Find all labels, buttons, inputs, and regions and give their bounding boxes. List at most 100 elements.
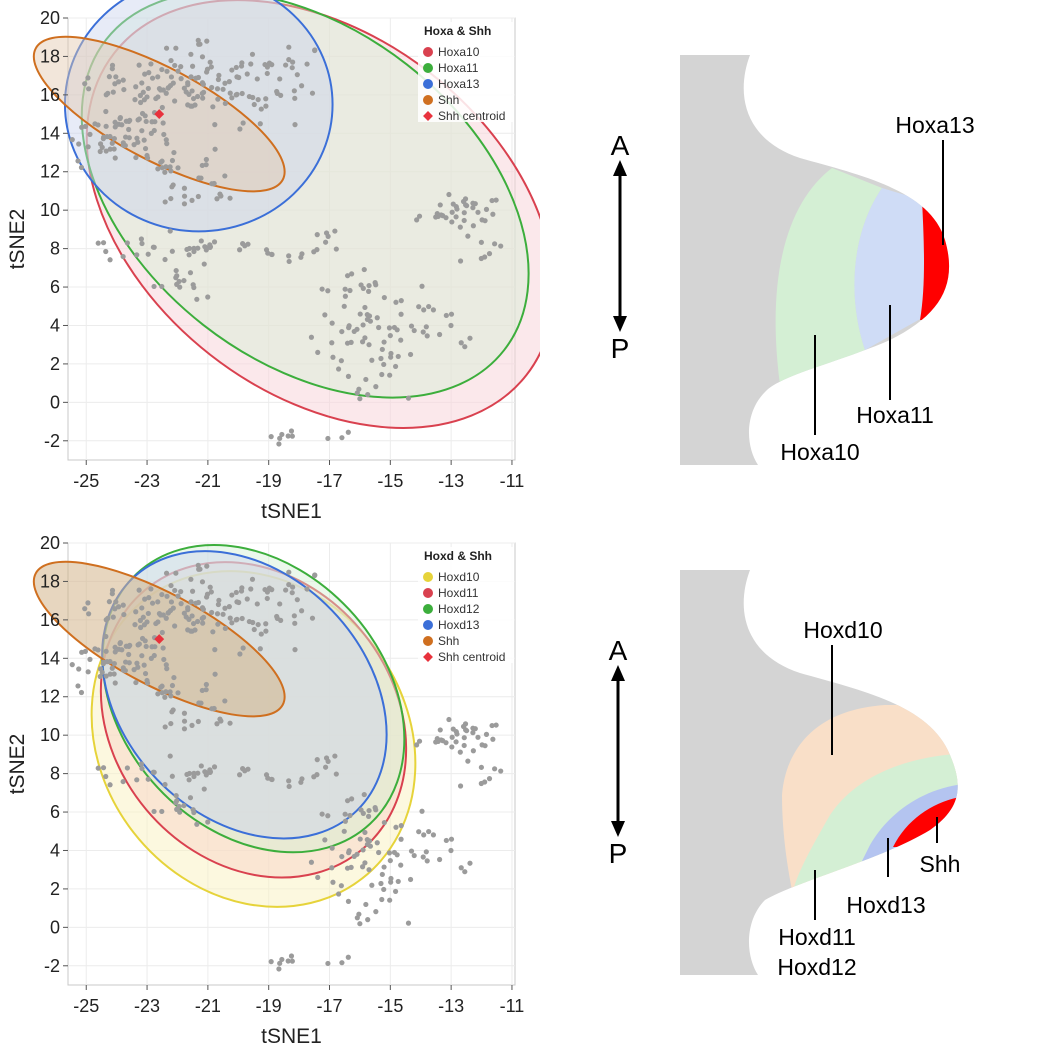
data-point <box>185 605 191 611</box>
legend-marker <box>423 95 433 105</box>
data-point <box>165 609 172 616</box>
data-point <box>135 139 141 145</box>
data-point <box>155 599 161 605</box>
data-point <box>112 649 118 655</box>
data-point <box>142 670 149 677</box>
data-point <box>424 858 430 864</box>
data-point <box>199 579 206 585</box>
data-point <box>186 777 192 783</box>
y-tick-label: 2 <box>50 354 60 374</box>
data-point <box>285 433 291 439</box>
data-point <box>338 883 344 889</box>
data-point <box>257 121 263 127</box>
y-tick-label: 12 <box>40 687 60 707</box>
data-point <box>107 146 113 152</box>
data-point <box>104 134 110 140</box>
data-point <box>356 386 362 392</box>
data-point <box>339 960 345 966</box>
data-point <box>122 667 128 674</box>
data-point <box>109 587 116 593</box>
data-point <box>172 98 178 104</box>
data-point <box>164 593 170 599</box>
data-point <box>255 96 261 103</box>
arrow-down-icon <box>613 316 627 332</box>
data-point <box>319 811 325 817</box>
data-point <box>279 431 285 438</box>
legend: Hoxa & Shh Hoxa10 Hoxa11 Hoxa13 Shh Shh centr… <box>418 22 514 123</box>
data-point <box>376 849 382 856</box>
data-point <box>490 211 496 217</box>
data-point <box>322 312 328 318</box>
data-point <box>215 96 221 102</box>
data-point <box>138 761 144 767</box>
data-point <box>424 333 430 339</box>
data-point <box>366 807 372 814</box>
data-point <box>289 65 295 71</box>
data-point <box>349 271 355 277</box>
legend-label: Hoxa10 <box>438 45 480 59</box>
data-point <box>145 85 151 92</box>
data-point <box>462 196 469 202</box>
data-point <box>175 165 181 171</box>
data-point <box>290 59 296 65</box>
data-point <box>454 206 460 212</box>
data-point <box>143 118 149 125</box>
data-point <box>158 612 164 618</box>
data-point <box>188 103 194 109</box>
data-point <box>461 742 467 749</box>
data-point <box>216 72 222 78</box>
data-point <box>181 193 188 199</box>
legend-box <box>418 547 514 663</box>
data-point <box>75 683 81 689</box>
data-point <box>195 193 201 200</box>
data-point <box>82 81 88 87</box>
data-point <box>458 340 464 346</box>
data-point <box>132 97 138 103</box>
data-point <box>141 662 147 668</box>
data-point <box>365 288 372 294</box>
data-point <box>398 298 404 304</box>
data-point <box>470 205 476 211</box>
data-point <box>212 146 218 152</box>
data-point <box>312 572 318 579</box>
x-tick-label: -13 <box>438 996 464 1016</box>
data-point <box>190 807 196 813</box>
data-point <box>372 280 378 286</box>
legend-marker <box>423 620 433 630</box>
data-point <box>470 730 476 736</box>
data-point <box>393 824 399 830</box>
data-point <box>405 395 412 401</box>
data-point <box>463 727 469 733</box>
data-point <box>142 71 148 77</box>
data-point <box>437 856 443 863</box>
data-point <box>478 255 484 262</box>
data-point <box>220 86 226 92</box>
data-point <box>163 689 169 695</box>
data-point <box>139 80 145 86</box>
data-point <box>172 623 178 629</box>
data-point <box>357 311 363 317</box>
x-tick-label: -19 <box>256 996 282 1016</box>
data-point <box>416 304 422 310</box>
data-point <box>110 614 116 620</box>
data-point <box>155 691 161 697</box>
data-point <box>220 611 226 617</box>
y-tick-label: 18 <box>40 571 60 591</box>
data-point <box>212 122 218 128</box>
data-point <box>433 739 439 745</box>
legend-label: Shh <box>438 634 459 648</box>
data-point <box>264 64 271 70</box>
axes-layer: -25 -23 -21 -19 -17 -15 -13 -11 -2 0 2 4 6 8 10 12 14 16 1… <box>6 8 524 523</box>
data-point <box>366 867 372 873</box>
y-tick-label: 14 <box>40 648 60 668</box>
data-point <box>161 131 167 138</box>
data-point <box>181 610 187 616</box>
label-shh: Shh <box>920 851 961 877</box>
data-point <box>314 247 320 253</box>
data-point <box>163 570 170 576</box>
data-point <box>388 350 394 357</box>
data-point <box>124 240 130 246</box>
data-point <box>86 86 92 92</box>
data-point <box>277 76 283 82</box>
data-point <box>131 141 137 148</box>
